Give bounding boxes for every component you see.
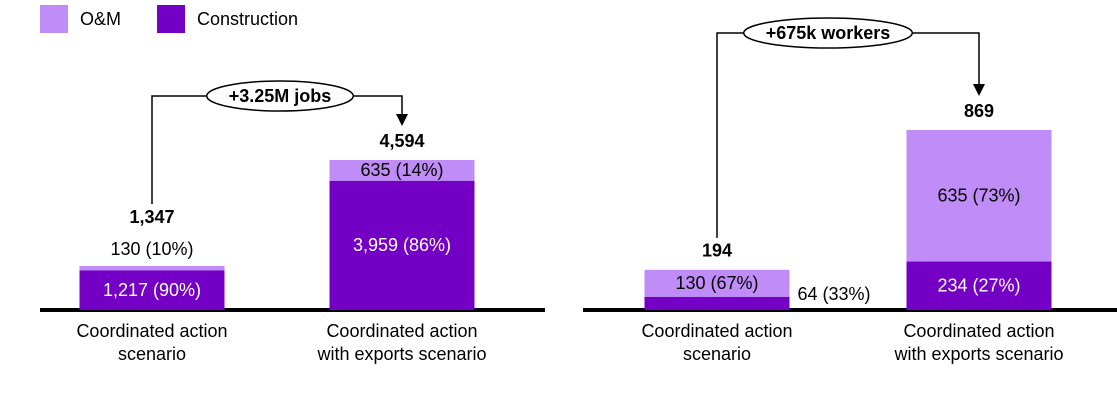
segment-label: 635 (73%): [937, 186, 1020, 206]
bar-segment: [906, 261, 1052, 310]
annotation-arrow: [396, 114, 408, 126]
annotation-line: [716, 32, 744, 238]
bar-segment: [644, 296, 790, 310]
bar-segment: [329, 160, 475, 181]
segment-label: 635 (14%): [360, 160, 443, 180]
total-label: 4,594: [379, 131, 424, 151]
annotation: +675k workers: [766, 23, 891, 43]
annotation-arrow: [973, 84, 985, 96]
legend-label: Construction: [197, 9, 298, 29]
bar-segment: [79, 266, 225, 271]
annotation-line: [353, 95, 403, 116]
category-label: Coordinated action with exports scenario: [894, 321, 1064, 364]
segment-label: 3,959 (86%): [353, 235, 451, 255]
segment-label: 130 (10%): [110, 239, 193, 259]
segment-label: 1,217 (90%): [103, 280, 201, 300]
total-label: 1,347: [129, 207, 174, 227]
legend-swatch: [40, 5, 68, 33]
legend-label: O&M: [80, 9, 121, 29]
bar-segment: [644, 269, 790, 297]
category-label: Coordinated action with exports scenario: [317, 321, 487, 364]
legend-swatch: [157, 5, 186, 33]
annotation-line: [912, 32, 980, 86]
category-label: Coordinated action scenario: [641, 321, 793, 364]
total-label: 869: [964, 101, 994, 121]
annotation: +3.25M jobs: [229, 86, 332, 106]
segment-label: 130 (67%): [675, 273, 758, 293]
bar-segment: [329, 180, 475, 310]
bar-segment: [906, 130, 1052, 262]
category-label: Coordinated action scenario: [76, 321, 228, 364]
segment-label: 64 (33%): [798, 284, 871, 304]
segment-label: 234 (27%): [937, 276, 1020, 296]
bar-segment: [79, 270, 225, 310]
annotation-line: [151, 95, 207, 205]
total-label: 194: [702, 241, 732, 261]
